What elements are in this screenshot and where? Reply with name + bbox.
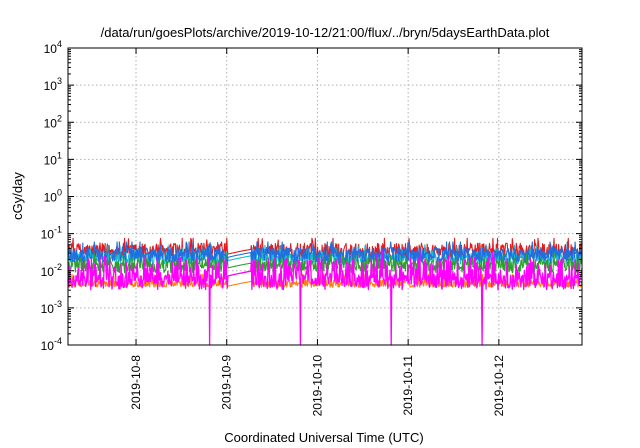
y-tick-label: 100 xyxy=(44,188,62,205)
y-tick-label: 10-2 xyxy=(41,262,62,279)
x-tick-label: 2019-10-11 xyxy=(401,355,415,416)
y-tick-label: 10-3 xyxy=(41,299,62,316)
y-axis-title: cGy/day xyxy=(10,172,25,220)
ticks xyxy=(68,47,582,346)
x-tick-labels: 2019-10-8 2019-10-9 2019-10-10 2019-10-11 20… xyxy=(129,355,506,417)
series-line xyxy=(67,249,583,346)
series-line xyxy=(67,237,583,261)
x-tick-label: 2019-10-12 xyxy=(492,355,506,417)
y-tick-label: 104 xyxy=(44,39,62,56)
grid xyxy=(68,48,582,345)
x-tick-label: 2019-10-9 xyxy=(220,355,234,410)
series-layer xyxy=(67,237,583,346)
series-line xyxy=(67,241,583,263)
x-tick-label: 2019-10-8 xyxy=(129,355,143,410)
y-tick-label: 103 xyxy=(44,76,62,93)
x-axis-title: Coordinated Universal Time (UTC) xyxy=(224,430,423,445)
y-tick-label: 10-4 xyxy=(41,336,62,353)
x-tick-label: 2019-10-10 xyxy=(310,355,324,417)
series-line xyxy=(67,252,583,274)
y-tick-label: 101 xyxy=(44,150,62,167)
y-tick-label: 10-1 xyxy=(41,225,62,242)
y-tick-label: 102 xyxy=(44,113,62,130)
chart-title: /data/run/goesPlots/archive/2019-10-12/2… xyxy=(101,25,550,40)
y-tick-labels: 10-4 10-3 10-2 10-1 100 101 102 103 104 xyxy=(41,39,62,353)
